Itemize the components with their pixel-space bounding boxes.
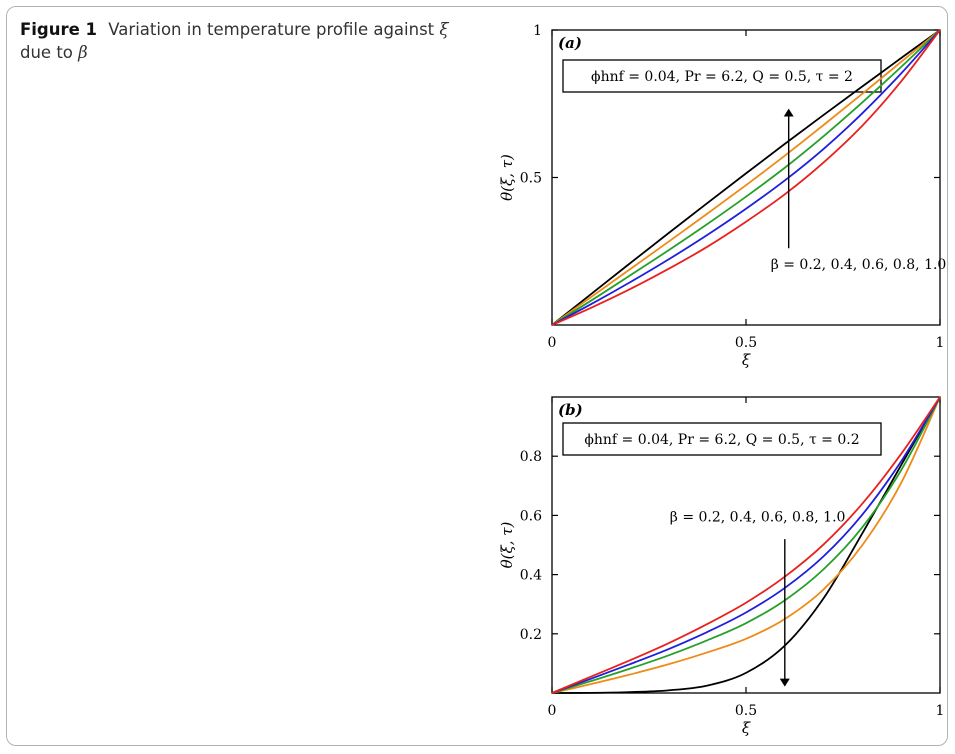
x-tick-label: 1 xyxy=(936,703,945,719)
caption-text-before: Variation in temperature profile against xyxy=(108,20,435,39)
series-line-3 xyxy=(551,396,941,694)
y-tick-label: 0.6 xyxy=(520,508,542,524)
x-tick-label: 0 xyxy=(548,335,557,351)
caption-beta-symbol: β xyxy=(78,43,88,62)
caption-xi-symbol: ξ xyxy=(439,20,449,39)
chart-panel-a: 0 0.5 1 0.5 1 ξ θ(ξ, τ) (a) ϕhnf = 0.04, Pr = 6.… xyxy=(498,23,946,369)
x-tick-label: 0.5 xyxy=(735,335,757,351)
y-axis-label: θ(ξ, τ) xyxy=(498,154,516,201)
series-line-3 xyxy=(551,29,941,326)
y-tick-label: 0.5 xyxy=(520,171,542,187)
figure-caption: Figure 1 Variation in temperature profil… xyxy=(20,18,470,64)
chart-panel-b: 0 0.5 1 0.2 0.4 0.6 0.8 ξ θ(ξ, τ) (b)ϕhnf = 0.04,… xyxy=(498,396,945,737)
parameter-box xyxy=(562,422,882,456)
beta-annotation: β = 0.2, 0.4, 0.6, 0.8, 1.0 xyxy=(670,509,846,525)
series-line-2 xyxy=(551,29,941,326)
x-axis-label: ξ xyxy=(742,719,751,737)
y-tick-label: 1 xyxy=(533,23,542,39)
y-tick-label: 0.8 xyxy=(520,449,542,465)
parameter-box xyxy=(562,59,882,93)
panel-label: (b) xyxy=(558,401,583,419)
y-axis-label: θ(ξ, τ) xyxy=(498,521,516,568)
caption-label: Figure 1 xyxy=(20,20,98,39)
beta-annotation: β = 0.2, 0.4, 0.6, 0.8, 1.0 xyxy=(771,257,947,273)
panel-label: (a) xyxy=(558,34,582,52)
caption-text-mid: due to xyxy=(20,43,73,62)
series-line-4 xyxy=(551,29,941,326)
x-tick-label: 1 xyxy=(936,335,945,351)
series-line-4 xyxy=(551,396,941,694)
y-tick-label: 0.2 xyxy=(520,627,542,643)
series-line-5 xyxy=(551,29,941,326)
y-tick-label: 0.4 xyxy=(520,568,542,584)
x-tick-label: 0 xyxy=(548,703,557,719)
figure-frame xyxy=(6,6,948,746)
series-line-5 xyxy=(551,396,941,694)
series-line-1 xyxy=(551,29,941,326)
series-line-2 xyxy=(551,396,941,694)
parameter-box-text: ϕhnf = 0.04, Pr = 6.2, Q = 0.5, τ = 0.2 xyxy=(584,432,859,448)
x-tick-label: 0.5 xyxy=(735,703,757,719)
x-axis-label: ξ xyxy=(742,351,751,369)
parameter-box-text: ϕhnf = 0.04, Pr = 6.2, Q = 0.5, τ = 2 xyxy=(591,69,853,85)
